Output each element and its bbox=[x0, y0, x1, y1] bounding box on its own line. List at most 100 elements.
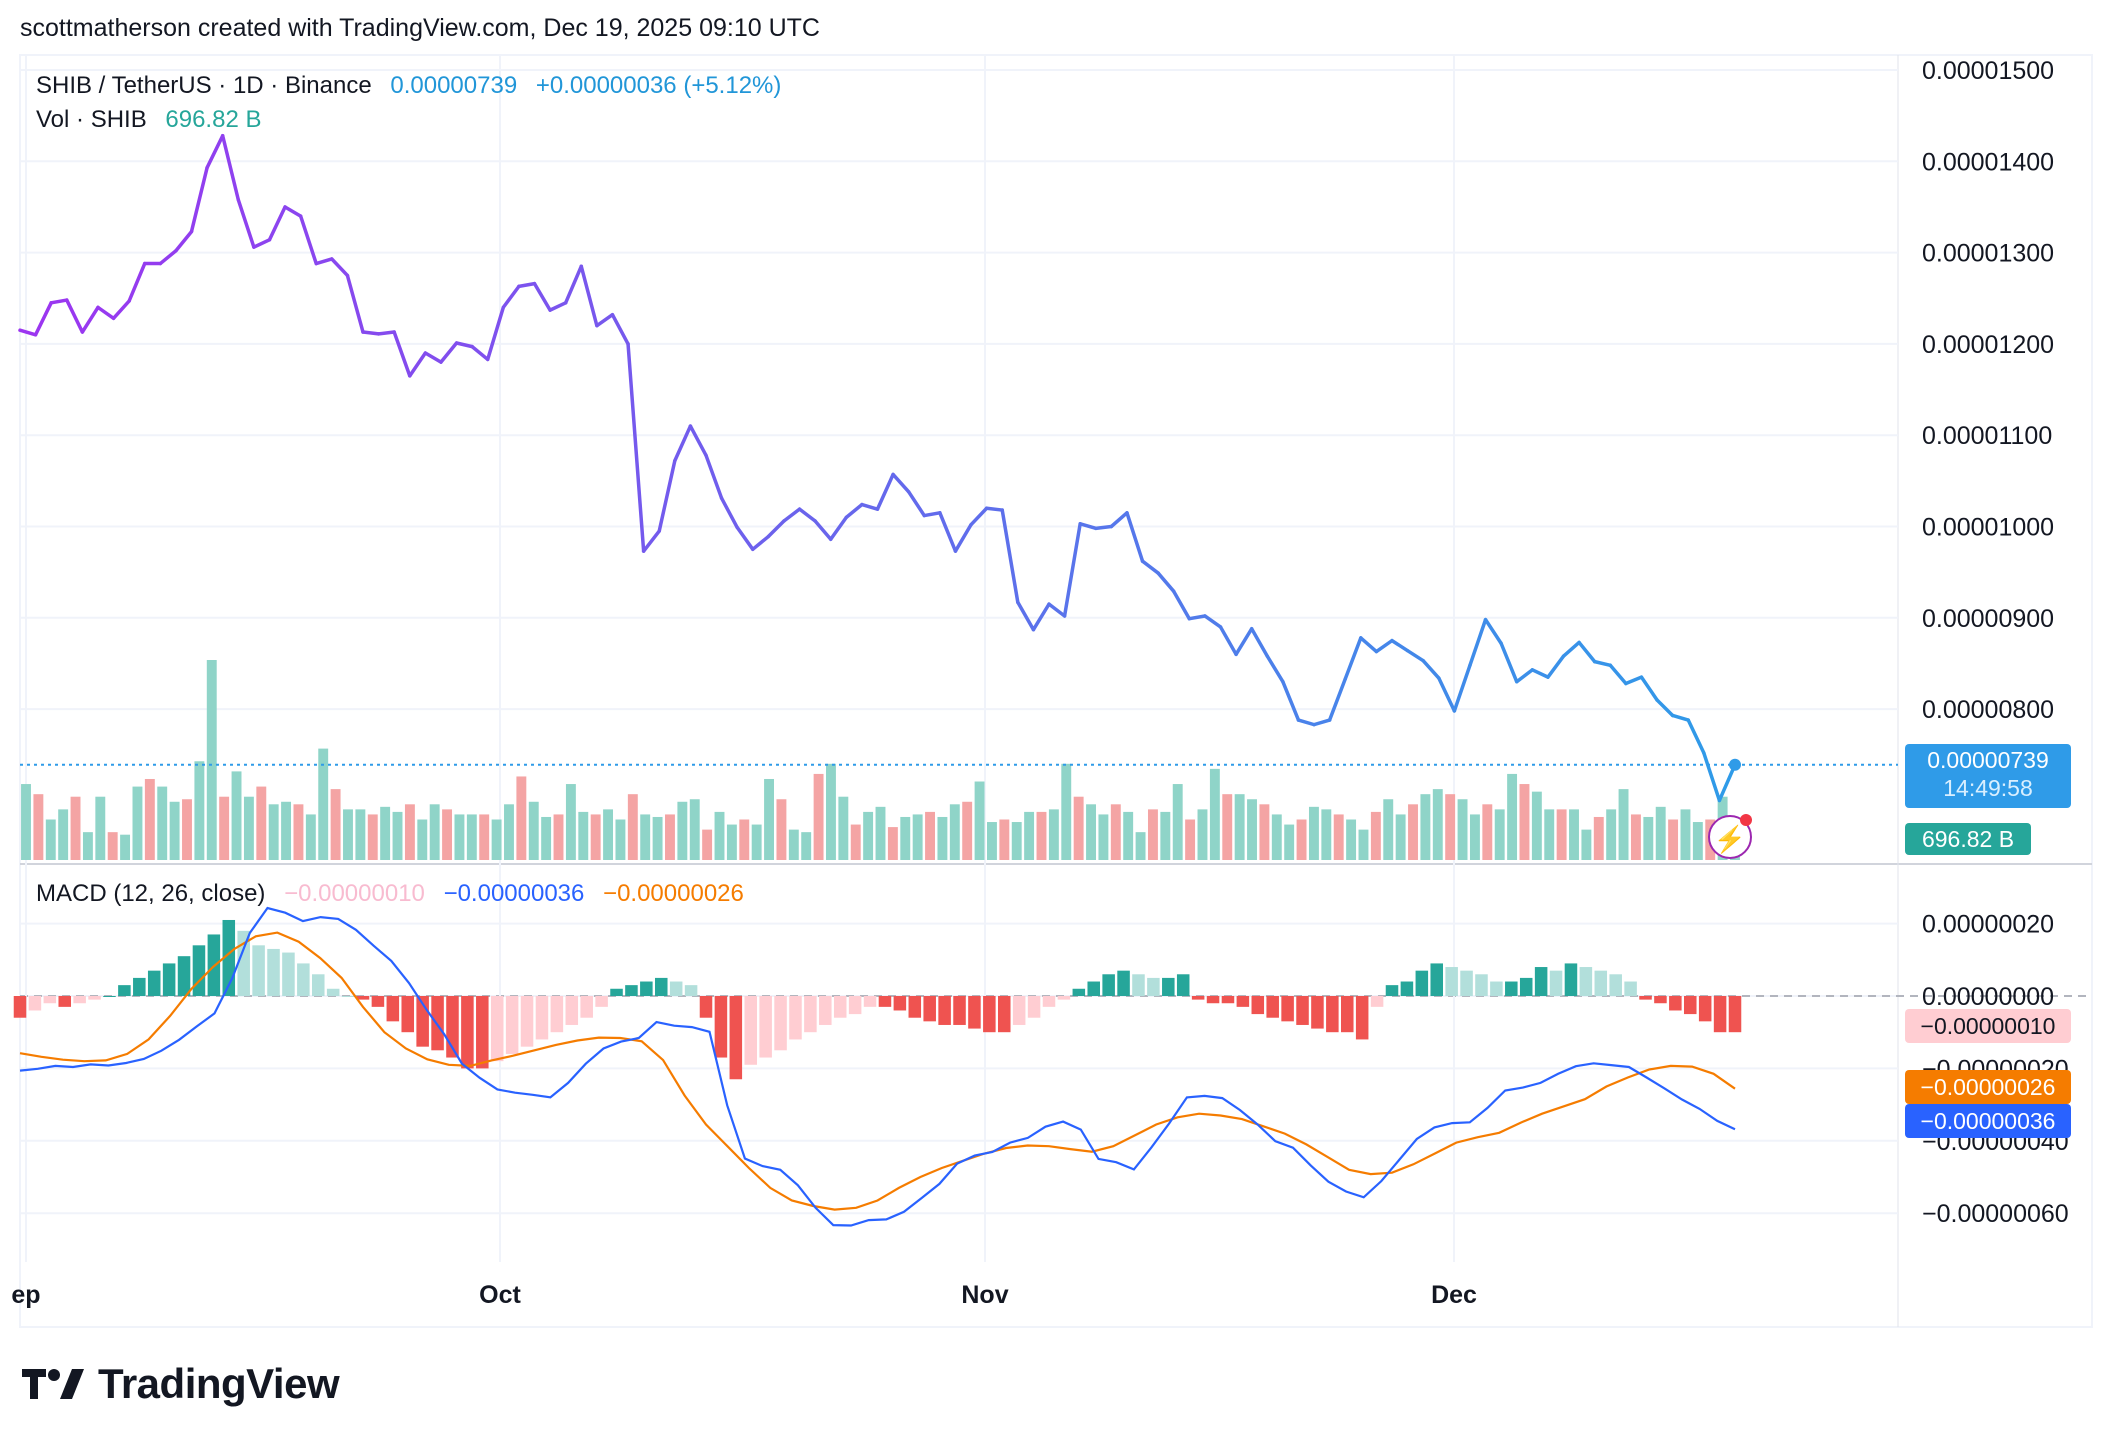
histogram-bar bbox=[1669, 996, 1682, 1011]
symbol-label[interactable]: SHIB / TetherUS · 1D · Binance bbox=[36, 72, 372, 99]
volume-bar bbox=[665, 814, 675, 860]
price-segment bbox=[314, 257, 334, 266]
macd-tick-label: −0.00000060 bbox=[1922, 1200, 2069, 1228]
price-segment bbox=[719, 496, 739, 530]
histogram-bar bbox=[833, 996, 847, 1018]
last-price-dot bbox=[1729, 758, 1741, 771]
histogram-bar bbox=[983, 996, 996, 1033]
tradingview-logo[interactable]: TradingView bbox=[22, 1360, 340, 1408]
price-segment bbox=[517, 281, 537, 289]
histogram-bar bbox=[267, 948, 280, 996]
histogram-bar bbox=[1609, 974, 1622, 996]
histogram-bar bbox=[1236, 996, 1250, 1007]
volume-label[interactable]: Vol · SHIB bbox=[36, 106, 147, 133]
price-segment bbox=[673, 424, 693, 463]
histogram-bar bbox=[1012, 996, 1026, 1025]
volume-bar bbox=[1284, 824, 1295, 860]
histogram-bar bbox=[804, 996, 817, 1033]
volume-bar bbox=[764, 778, 774, 860]
macd-label[interactable]: MACD (12, 26, close) bbox=[36, 880, 266, 907]
price-segment bbox=[96, 305, 116, 321]
volume-bar bbox=[58, 809, 69, 860]
volume-bar bbox=[95, 796, 106, 860]
price-segment bbox=[1016, 600, 1036, 632]
volume-bar bbox=[801, 832, 812, 860]
macd-tick-label: 0.00000020 bbox=[1922, 911, 2054, 939]
volume-bar bbox=[243, 796, 254, 860]
price-segment bbox=[1624, 675, 1644, 686]
price-segment bbox=[127, 261, 147, 303]
price-segment bbox=[1468, 617, 1488, 668]
volume-bar bbox=[788, 829, 799, 860]
volume-bar bbox=[466, 814, 477, 860]
price-segment bbox=[938, 511, 958, 553]
histogram-bar bbox=[640, 981, 653, 996]
volume-bar bbox=[429, 804, 440, 860]
histogram-bar bbox=[684, 985, 698, 996]
price-segment bbox=[906, 490, 927, 518]
macd-line bbox=[19, 906, 1736, 1227]
price-segment bbox=[626, 342, 646, 553]
histogram-bar bbox=[1579, 967, 1593, 996]
price-segment bbox=[1639, 675, 1659, 702]
price-segment bbox=[111, 299, 131, 321]
histogram-bar bbox=[1147, 977, 1160, 996]
volume-bar bbox=[590, 814, 601, 860]
histogram-bar bbox=[774, 996, 787, 1051]
volume-bar bbox=[367, 814, 378, 860]
histogram-bar bbox=[1042, 996, 1056, 1007]
price-segment bbox=[361, 330, 381, 336]
price-segment bbox=[1421, 658, 1441, 680]
volume-bar bbox=[1618, 789, 1629, 860]
histogram-bar bbox=[1206, 996, 1220, 1004]
price-segment bbox=[1125, 511, 1145, 563]
volume-bar bbox=[1098, 814, 1109, 860]
histogram-bar bbox=[1549, 970, 1563, 996]
histogram-bar bbox=[1385, 985, 1399, 996]
price-segment bbox=[891, 472, 911, 494]
price-segment bbox=[844, 502, 864, 520]
histogram-bar bbox=[893, 996, 907, 1011]
price-segment bbox=[548, 301, 568, 312]
volume-bar bbox=[1655, 806, 1666, 860]
price-segment bbox=[1218, 625, 1238, 657]
volume-bar bbox=[442, 809, 453, 860]
histogram-bar bbox=[625, 985, 638, 996]
price-segment bbox=[1062, 522, 1082, 618]
volume-bar bbox=[1160, 811, 1171, 860]
volume-bar bbox=[850, 824, 861, 860]
price-segment bbox=[1234, 627, 1254, 657]
volume-bar bbox=[677, 801, 688, 860]
histogram-bar bbox=[699, 996, 713, 1018]
histogram-bar bbox=[1713, 996, 1727, 1033]
volume-legend: Vol · SHIB 696.82 B bbox=[36, 106, 273, 134]
volume-bar bbox=[1668, 819, 1679, 860]
change-value: +0.00000036 (+5.12%) bbox=[535, 72, 782, 99]
histogram-bar bbox=[1445, 967, 1458, 996]
lightning-icon[interactable]: ⚡ bbox=[1708, 815, 1752, 859]
price-tick-label: 0.00001100 bbox=[1922, 422, 2052, 450]
volume-bar bbox=[1271, 814, 1282, 860]
volume-bar bbox=[702, 829, 713, 860]
histogram-bar bbox=[118, 985, 131, 996]
histogram-bar bbox=[1176, 974, 1190, 996]
volume-bar bbox=[949, 804, 960, 860]
price-segment bbox=[1296, 718, 1316, 727]
price-segment bbox=[1171, 589, 1192, 621]
volume-bar bbox=[107, 832, 118, 860]
volume-bar bbox=[751, 824, 762, 860]
histogram-bar bbox=[819, 996, 832, 1025]
histogram-bar bbox=[863, 996, 877, 1007]
volume-bar bbox=[1086, 804, 1096, 860]
price-segment bbox=[1156, 571, 1176, 594]
price-segment bbox=[423, 351, 443, 364]
price-legend: SHIB / TetherUS · 1D · Binance 0.0000073… bbox=[36, 72, 793, 100]
volume-bar bbox=[652, 816, 663, 860]
volume-bar bbox=[516, 776, 527, 860]
histogram-bar bbox=[1191, 996, 1205, 1000]
histogram-bar bbox=[1326, 996, 1339, 1033]
histogram-bar bbox=[1400, 981, 1414, 996]
volume-bar bbox=[776, 799, 787, 860]
histogram-bar bbox=[311, 974, 325, 996]
